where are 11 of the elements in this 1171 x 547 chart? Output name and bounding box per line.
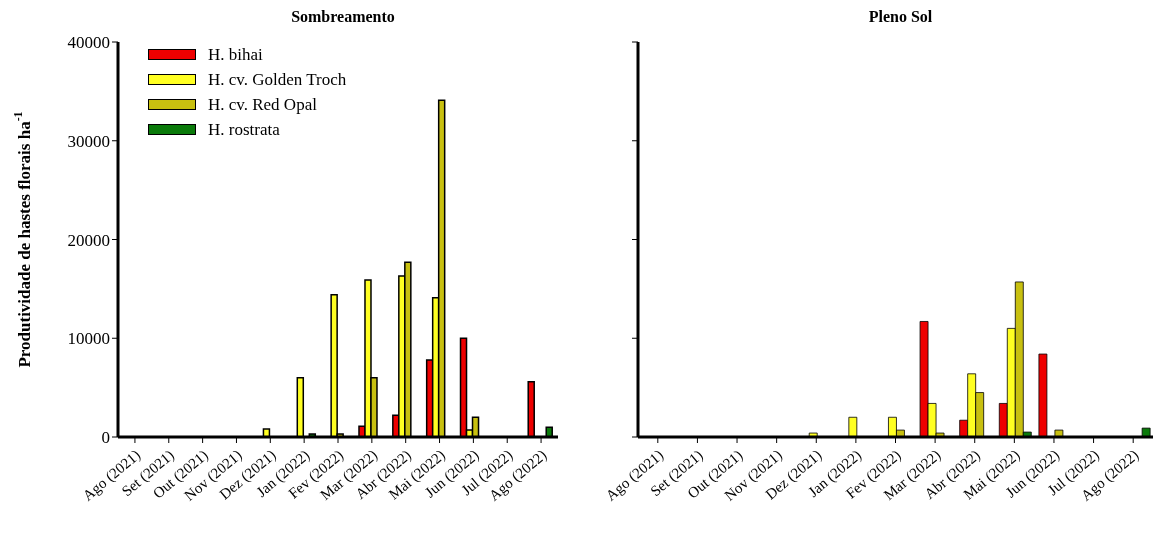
y-tick-label: 30000 [67,131,110,151]
y-tick-label: 40000 [67,33,110,53]
legend-label: H. cv. Golden Troch [208,69,347,90]
legend-label: H. cv. Red Opal [208,94,317,115]
chart-title: Sombreamento [290,8,396,27]
y-tick-label: 10000 [67,329,110,349]
legend-label: H. bihai [208,44,263,65]
chart-title: Pleno Sol [867,8,934,27]
legend-label: H. rostrata [208,119,280,140]
y-tick-label: 0 [101,428,110,448]
y-tick-label: 20000 [67,230,110,250]
